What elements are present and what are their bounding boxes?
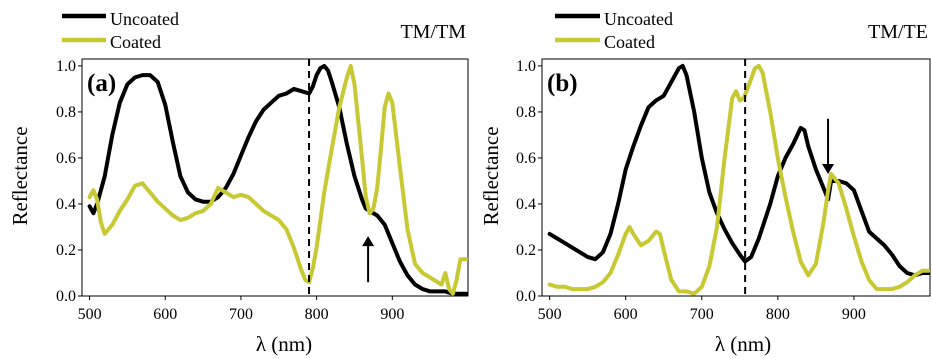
y-tick-label: 0.4 xyxy=(56,196,76,213)
mode-label: TM/TE xyxy=(868,21,928,43)
panel-a: Uncoated Coated TM/TM Reflectance λ (nm)… xyxy=(8,9,469,356)
plot-frame xyxy=(81,58,469,297)
x-axis-label: λ (nm) xyxy=(256,332,312,356)
y-tick-label: 0.6 xyxy=(56,150,76,167)
series-line-uncoated xyxy=(87,63,468,296)
y-tick-label: 0.2 xyxy=(56,242,76,259)
arrow-head xyxy=(362,236,375,247)
x-tick-label: 500 xyxy=(78,306,102,323)
x-axis-label: λ (nm) xyxy=(715,332,771,356)
x-tick-label: 900 xyxy=(842,306,866,323)
legend-label-uncoated: Uncoated xyxy=(604,9,673,29)
legend-label-uncoated: Uncoated xyxy=(110,9,179,29)
y-tick-label: 0.0 xyxy=(516,288,536,305)
arrow-head xyxy=(822,164,835,175)
x-tick-label: 600 xyxy=(153,306,177,323)
x-tick-label: 900 xyxy=(380,306,404,323)
y-tick-label: 1.0 xyxy=(56,58,76,75)
legend-label-coated: Coated xyxy=(604,32,655,52)
x-tick-label: 700 xyxy=(229,306,253,323)
y-tick-label: 1.0 xyxy=(516,58,536,75)
x-tick-label: 700 xyxy=(690,306,714,323)
y-axis-label: Reflectance xyxy=(8,126,32,225)
panel-label: (a) xyxy=(87,70,116,97)
y-axis-label: Reflectance xyxy=(479,126,503,225)
y-tick-label: 0.0 xyxy=(56,288,76,305)
y-tick-label: 0.8 xyxy=(56,104,76,121)
y-tick-label: 0.4 xyxy=(516,196,536,213)
plot-frame xyxy=(541,58,931,297)
y-tick-label: 0.2 xyxy=(516,242,536,259)
y-tick-label: 0.8 xyxy=(516,104,536,121)
x-tick-label: 500 xyxy=(538,306,562,323)
y-tick-label: 0.6 xyxy=(516,150,536,167)
legend-label-coated: Coated xyxy=(110,32,161,52)
x-tick-label: 800 xyxy=(766,306,790,323)
series-line-coated xyxy=(547,63,930,296)
mode-label: TM/TM xyxy=(400,21,466,43)
x-tick-label: 800 xyxy=(305,306,329,323)
series-line-uncoated xyxy=(547,63,930,278)
series-line-coated xyxy=(87,63,468,296)
panel-b: Uncoated Coated TM/TE Reflectance λ (nm)… xyxy=(479,9,931,356)
x-tick-label: 600 xyxy=(614,306,638,323)
panel-label: (b) xyxy=(547,70,578,97)
